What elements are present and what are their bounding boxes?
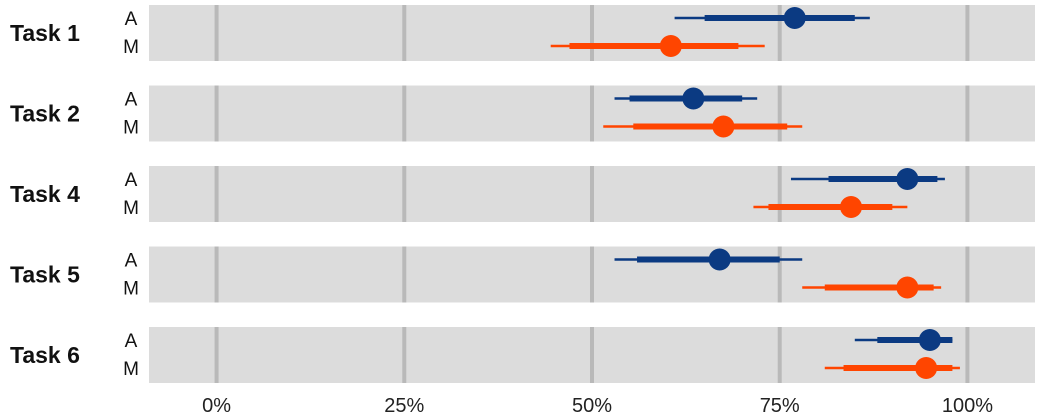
point-estimate-2-A (682, 87, 705, 110)
row-label-4-A: A (125, 251, 138, 272)
x-tick-label-4: 75% (760, 395, 800, 417)
task-label-2: Task 2 (10, 101, 80, 127)
row-label-2-M: M (123, 118, 139, 139)
task-label-5: Task 6 (10, 342, 80, 368)
x-axis-ticks: 0% 25% 50% 75% 100% (202, 395, 993, 417)
point-estimate-1-A (783, 7, 806, 29)
x-tick-label-1: 0% (202, 395, 231, 417)
point-estimate-4-A (708, 248, 731, 271)
x-tick-label-5: 100% (942, 395, 993, 417)
row-label-3-A: A (125, 170, 138, 191)
row-label-4-M: M (123, 279, 139, 300)
x-tick-label-2: 25% (384, 395, 424, 417)
point-estimate-2-M (712, 115, 735, 138)
point-estimate-5-A (918, 329, 941, 351)
point-estimate-1-M (659, 35, 682, 57)
x-tick-label-3: 50% (572, 395, 612, 417)
row-label-3-M: M (123, 198, 139, 219)
task-label-1: Task 1 (10, 20, 80, 46)
point-estimate-4-M (896, 276, 919, 299)
task-label-4: Task 5 (10, 262, 80, 288)
interval-marks (550, 7, 960, 379)
point-estimate-3-A (896, 168, 919, 190)
gridlines (214, 5, 970, 383)
row-label-1-M: M (123, 37, 139, 58)
row-label-5-A: A (125, 331, 138, 352)
row-label-2-A: A (125, 90, 138, 111)
point-estimate-5-M (915, 357, 938, 379)
row-label-1-A: A (125, 9, 138, 30)
row-label-5-M: M (123, 359, 139, 380)
point-estimate-3-M (840, 196, 863, 218)
task-label-3: Task 4 (10, 181, 80, 207)
